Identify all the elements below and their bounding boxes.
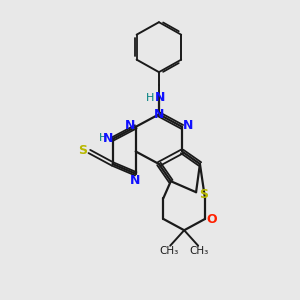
- Text: S: S: [78, 143, 87, 157]
- Text: H: H: [146, 93, 154, 103]
- Text: N: N: [124, 119, 135, 132]
- Text: N: N: [155, 92, 166, 104]
- Text: N: N: [154, 108, 164, 121]
- Text: H: H: [99, 133, 107, 143]
- Text: CH₃: CH₃: [190, 246, 209, 256]
- Text: O: O: [206, 213, 217, 226]
- Text: N: N: [103, 132, 113, 145]
- Text: CH₃: CH₃: [159, 246, 178, 256]
- Text: N: N: [183, 119, 193, 132]
- Text: N: N: [130, 174, 140, 187]
- Text: S: S: [199, 188, 208, 201]
